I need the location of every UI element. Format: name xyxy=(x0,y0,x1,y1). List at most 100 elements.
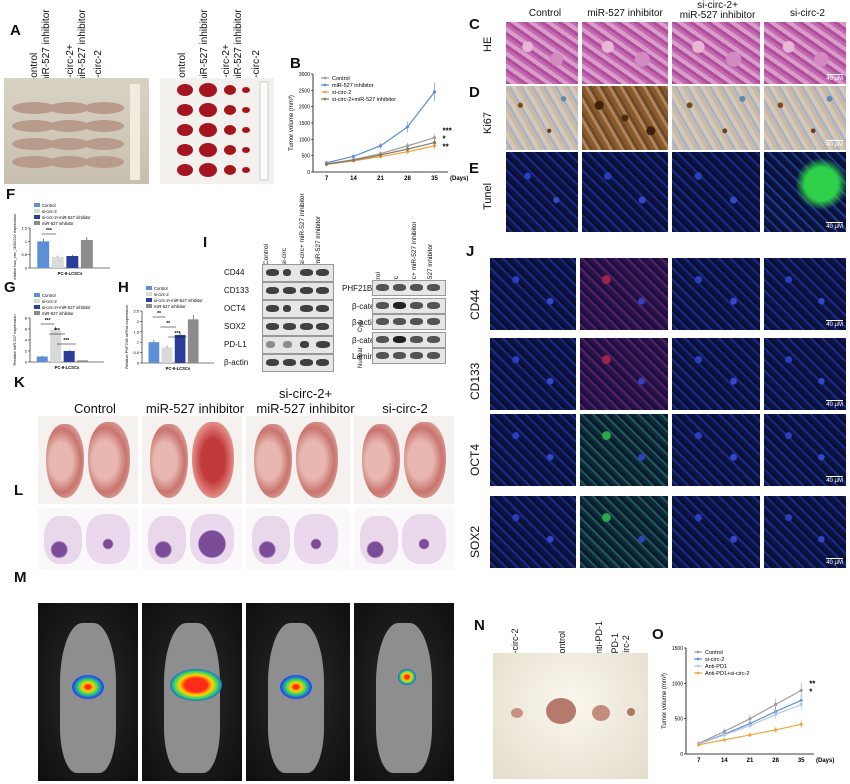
j-row-label-sox2: SOX2 xyxy=(468,525,482,558)
legend-label: si-circ-2+miR-527 inhibitor xyxy=(42,305,91,310)
legend-marker xyxy=(323,76,327,80)
data-point xyxy=(351,154,356,158)
row-label-ki67: Ki67 xyxy=(482,111,494,134)
k-header-mir: miR-527 inhibitor xyxy=(145,401,245,416)
legend-label: si-circ-2 xyxy=(705,657,724,663)
significance-mark: ** xyxy=(809,679,816,688)
bioluminescence-signal xyxy=(170,669,222,701)
wb-left-row-label-4: PD-L1 xyxy=(224,340,247,349)
legend-swatch xyxy=(34,203,40,207)
panel-label-c: C xyxy=(469,16,480,33)
significance-mark: *** xyxy=(45,318,51,324)
j-image-2-3: 40 μM xyxy=(764,414,846,486)
panel-label-o: O xyxy=(652,626,664,643)
wb-band xyxy=(376,352,389,359)
ki67-image-0 xyxy=(506,86,578,150)
panel-label-f: F xyxy=(6,186,16,203)
bar xyxy=(37,241,50,268)
wb-band xyxy=(376,318,389,325)
data-point xyxy=(799,702,803,707)
bar xyxy=(50,330,62,362)
group-label-combo-2: miR-527 inhibitor xyxy=(77,9,88,85)
chart-b: 0 500 1000 1500 2000 2500 3000 7 14 21 28 35 (Days) T… xyxy=(289,72,468,182)
cde-header-si: si-circ-2 xyxy=(790,8,825,19)
significance-mark: *** xyxy=(63,338,69,344)
legend-label: si-circ-2 xyxy=(332,90,351,96)
data-point xyxy=(774,712,778,717)
data-point xyxy=(799,688,803,692)
wb-right-row-label-1: β-catenin xyxy=(352,302,386,311)
l-he-lung-0 xyxy=(38,508,138,570)
k-header-combo-1: si-circ-2+ xyxy=(278,386,333,401)
wb-band xyxy=(266,269,279,276)
data-point xyxy=(324,162,329,166)
scale-bar: 40 μM xyxy=(826,140,843,148)
j-image-1-2 xyxy=(672,338,760,410)
y-axis-label: Tumor volume (mm³) xyxy=(289,95,295,151)
he-image-2 xyxy=(672,22,760,84)
legend-label: miR-527 inhibitor xyxy=(42,311,74,316)
x-axis-label: PC-9-LCSCs xyxy=(58,271,83,276)
bar xyxy=(161,347,173,363)
legend-marker xyxy=(696,657,700,661)
he-image-1 xyxy=(582,22,668,84)
bar xyxy=(51,256,64,268)
he-lobe-b xyxy=(294,514,338,564)
legend-marker xyxy=(323,97,327,101)
l-he-lung-1 xyxy=(142,508,242,570)
legend-label: Anti-PD1+si-circ-2 xyxy=(705,671,749,677)
j-image-1-1 xyxy=(580,338,668,410)
he-lobe-b xyxy=(86,514,130,564)
legend-marker xyxy=(696,671,700,675)
y-tick-label: 1 xyxy=(137,340,140,345)
y-tick-label: 1000 xyxy=(299,137,310,143)
panel-label-m: M xyxy=(14,569,27,586)
wb-left-row-4 xyxy=(262,336,334,354)
wb-right-row-label-4: LaminB xyxy=(352,352,380,361)
panel-label-b: B xyxy=(290,55,301,72)
wb-right-row-0 xyxy=(372,280,446,296)
wb-band xyxy=(316,305,329,312)
j-image-3-0 xyxy=(490,496,576,568)
x-tick-label: 28 xyxy=(772,758,779,764)
significance-mark: ** xyxy=(166,321,170,327)
j-image-3-2 xyxy=(672,496,760,568)
wb-right-row-label-2: β-actin xyxy=(352,318,377,327)
wb-band xyxy=(316,359,329,366)
data-point xyxy=(378,153,383,157)
data-point xyxy=(432,90,437,94)
wb-left-lane-0: Control xyxy=(263,244,270,265)
wb-band xyxy=(266,359,279,366)
legend-label: Control xyxy=(332,76,350,82)
cde-header-control: Control xyxy=(528,8,562,19)
panel-label-j: J xyxy=(466,243,475,260)
x-axis-label: PC-9-LCSCs xyxy=(166,366,191,371)
legend-swatch xyxy=(34,215,40,219)
wb-band xyxy=(316,341,330,348)
k-header-si: si-circ-2 xyxy=(382,401,428,416)
wb-right-row-4 xyxy=(372,348,446,364)
panel-label-a: A xyxy=(10,22,21,39)
wb-band xyxy=(266,287,279,294)
y-tick-label: 0 xyxy=(307,170,310,176)
ki67-image-2 xyxy=(672,86,760,150)
significance-mark: ** xyxy=(443,143,450,152)
wb-left-lane-3: miR-527 inhibitor xyxy=(315,215,322,265)
j-image-0-2 xyxy=(672,258,760,330)
wb-band xyxy=(410,318,423,325)
wb-left-row-label-1: CD133 xyxy=(224,286,249,295)
y-axis-label: Relative miR-527 expression xyxy=(12,314,17,365)
y-tick-label: 1.5 xyxy=(21,226,27,231)
he-image-0 xyxy=(506,22,578,84)
he-lobe-a xyxy=(252,516,290,564)
lung-lobe-right xyxy=(404,422,446,498)
x-tick-label: 7 xyxy=(325,176,329,182)
y-tick-label: 0 xyxy=(25,360,28,365)
y-tick-label: 6 xyxy=(25,327,28,332)
wb-band xyxy=(300,323,313,330)
y-tick-label: 3000 xyxy=(299,72,310,78)
legend-marker xyxy=(323,83,327,87)
group-label-combo-2b: miR-527 inhibitor xyxy=(233,9,244,85)
legend-swatch xyxy=(146,298,152,302)
x-tick-label: 28 xyxy=(404,176,411,182)
